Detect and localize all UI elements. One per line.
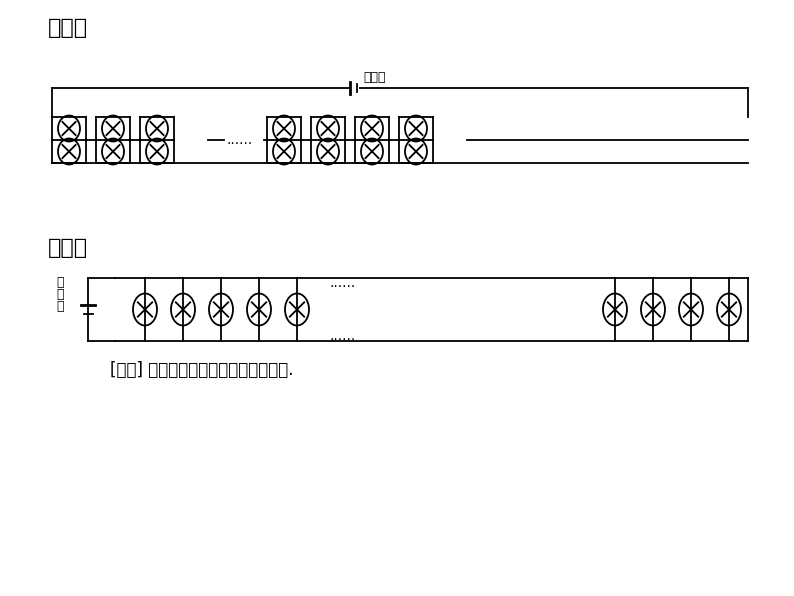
- Text: ......: ......: [330, 329, 356, 343]
- Text: 方案一: 方案一: [48, 18, 88, 38]
- Text: 电: 电: [56, 288, 64, 301]
- Text: [缺点] 干路电流过大，灯两端电压过大.: [缺点] 干路电流过大，灯两端电压过大.: [110, 361, 294, 379]
- Text: 高电压: 高电压: [363, 71, 386, 84]
- Text: ......: ......: [226, 133, 252, 147]
- Text: 压: 压: [56, 300, 64, 313]
- Text: ......: ......: [330, 276, 356, 290]
- Text: 方案二: 方案二: [48, 238, 88, 258]
- Text: 低: 低: [56, 276, 64, 289]
